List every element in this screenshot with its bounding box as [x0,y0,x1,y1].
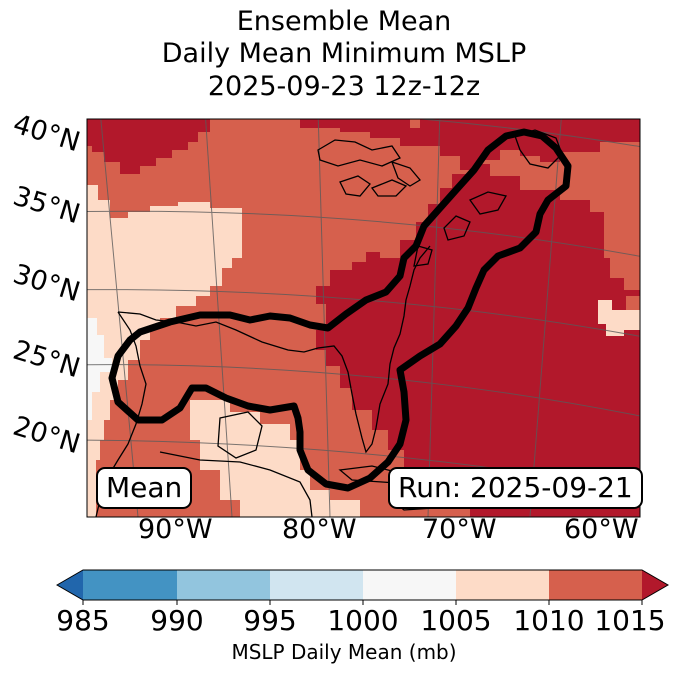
colorbar-band-1005-1010 [456,570,549,600]
lon-label-90w: 90°W [138,514,213,545]
field-above-1015-gulf-east [316,304,470,500]
title-line-2: Daily Mean Minimum MSLP [161,38,527,69]
lon-label-80w: 80°W [282,514,357,545]
colorbar-tick-1015: 1015 [594,604,666,637]
map-panel [87,119,640,517]
colorbar-band-990-995 [177,570,270,600]
colorbar-tick-1005: 1005 [420,604,492,637]
field-1005-1010-south [190,400,360,517]
colorbar-tick-990: 990 [150,604,204,637]
lon-label-70w: 70°W [422,514,497,545]
colorbar-extend-high [642,570,668,600]
field-above-1015-atlantic [316,164,640,517]
ensemble-contour [108,128,572,492]
colorbar-band-995-1000 [270,570,363,600]
title-line-3: 2025-09-23 12z-12z [207,71,481,102]
colorbar-tick-1000: 1000 [327,604,399,637]
lon-label-60w: 60°W [564,514,639,545]
field-above-1015-lakes [300,119,640,170]
colorbar-tick-985: 985 [56,604,110,637]
field-1005-1010-east [596,296,640,336]
map-frame [86,118,641,518]
colorbar-tick-995: 995 [243,604,297,637]
colorbar-band-1000-1005 [363,570,456,600]
field-1000-1005 [87,318,112,420]
colorbar-tick-1010: 1010 [513,604,585,637]
mean-badge: Mean [96,467,193,509]
field-above-1015-north [87,119,210,174]
colorbar [55,569,670,605]
field-1005-1010-west [87,185,242,517]
colorbar-extend-low [57,570,83,600]
colorbar-label: MSLP Daily Mean (mb) [231,640,457,664]
run-date-badge: Run: 2025-09-21 [388,467,643,509]
title-line-1: Ensemble Mean [236,6,452,37]
colorbar-band-1010-1015 [549,570,642,600]
colorbar-band-985-990 [83,570,177,600]
